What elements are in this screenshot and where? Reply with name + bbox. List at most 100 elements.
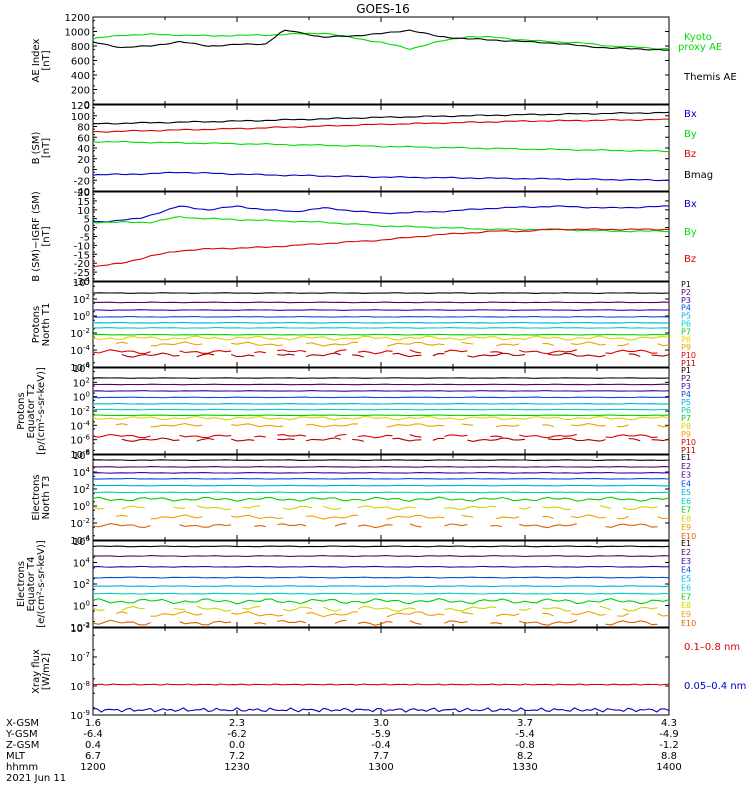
- y-axis-label: AE Index[nT]: [31, 38, 52, 82]
- legend-p2: P2: [681, 374, 691, 383]
- series-line: [92, 459, 670, 461]
- y-tick-label: 400: [71, 71, 90, 82]
- series-line: [92, 555, 670, 558]
- series-line: [92, 140, 669, 153]
- series-line: [121, 352, 670, 358]
- y-tick-label: 106: [73, 449, 91, 462]
- x-axis-value: 3.0: [373, 718, 389, 729]
- legend-p10: P10: [681, 351, 696, 360]
- y-tick-label: 102: [73, 376, 90, 389]
- legend-item: Bx: [684, 199, 697, 210]
- y-tick-label: 600: [71, 57, 90, 68]
- y-axis-label: B (SM)−IGRF (SM)[nT]: [31, 191, 52, 282]
- legend-item: 0.05–0.4 nm: [684, 681, 746, 692]
- x-axis-value: 1330: [512, 762, 537, 773]
- legend-e8: E8: [681, 514, 691, 523]
- series-line: [92, 292, 670, 294]
- series-line: [92, 471, 670, 474]
- series-line: [93, 524, 669, 528]
- y-tick-label: 10-2: [70, 621, 90, 634]
- panel-frame: [92, 191, 670, 282]
- legend-e9: E9: [681, 610, 691, 619]
- x-axis-row-label: Z-GSM: [6, 740, 39, 751]
- x-axis-value: 1200: [80, 762, 105, 773]
- legend-p9: P9: [681, 343, 691, 352]
- y-tick-label: 120: [71, 101, 90, 112]
- legend-e2: E2: [681, 548, 691, 557]
- legend-e4: E4: [681, 566, 691, 575]
- y-tick-label: 0: [84, 100, 90, 111]
- x-axis-value: 0.4: [85, 740, 101, 751]
- legend-p5: P5: [681, 398, 691, 407]
- legend-p6: P6: [681, 406, 691, 415]
- y-tick-label: -40: [74, 187, 90, 198]
- series-line: [92, 118, 670, 133]
- series-line: [93, 683, 670, 686]
- y-tick-label: 40: [77, 144, 90, 155]
- series-line: [121, 437, 670, 442]
- x-axis-value: 8.8: [661, 751, 677, 762]
- series-line: [92, 327, 670, 329]
- y-tick-label: 0: [84, 224, 90, 235]
- series-line: [92, 576, 670, 579]
- x-axis-value: 1300: [368, 762, 393, 773]
- y-tick-label: 60: [77, 133, 90, 144]
- panel-xray: 10-3 10-7 10-8 10-9 Xray flux[W/m2] 0.1–0.8 n…: [31, 622, 746, 722]
- series-line: [92, 29, 670, 51]
- legend-p3: P3: [681, 382, 691, 391]
- series-line: [92, 598, 670, 605]
- series-line: [92, 383, 670, 386]
- y-tick-label: 10-7: [70, 651, 90, 664]
- y-axis-label: ProtonsEquator T2[p/(cm²-s-sr-keV)]: [16, 367, 47, 455]
- legend-e6: E6: [681, 583, 691, 592]
- y-axis-label: ElectronsEquator T4[e/(cm²-s-sr-keV)]: [16, 540, 47, 628]
- y-tick-label: -20: [74, 259, 90, 270]
- series-line: [92, 414, 670, 417]
- x-axis-value: 1400: [656, 762, 681, 773]
- x-axis-value: -6.2: [227, 729, 247, 740]
- y-tick-label: -20: [74, 176, 90, 187]
- y-tick-label: 20: [77, 155, 90, 166]
- y-tick-label: 10-8: [70, 448, 90, 461]
- y-tick-label: -25: [74, 268, 90, 279]
- legend-p3: P3: [681, 296, 691, 305]
- panel-frame: [92, 16, 670, 105]
- legend-e1: E1: [681, 539, 691, 548]
- y-tick-label: 100: [73, 310, 90, 323]
- legend-e4: E4: [681, 479, 691, 488]
- x-axis-value: 7.2: [229, 751, 245, 762]
- y-tick-label: 200: [71, 86, 90, 97]
- series-line: [92, 111, 670, 125]
- x-axis-value: -5.4: [515, 729, 535, 740]
- series-line: [92, 466, 670, 468]
- legend-item: Bmag: [684, 170, 713, 181]
- y-tick-label: 1200: [65, 13, 90, 24]
- series-line: [92, 32, 670, 50]
- x-axis-row-label: 2021 Jun 11: [6, 773, 66, 784]
- series-line: [92, 315, 670, 318]
- legend-p9: P9: [681, 430, 691, 439]
- y-tick-label: 100: [73, 500, 90, 513]
- y-tick-label: 102: [73, 293, 90, 306]
- series-line: [92, 403, 670, 405]
- y-axis-label: ProtonsNorth T1: [31, 303, 52, 347]
- series-line: [115, 341, 670, 347]
- y-tick-label: 104: [73, 362, 91, 375]
- legend-e6: E6: [681, 497, 691, 506]
- panel-frame: [92, 627, 670, 716]
- x-axis-value: 4.3: [661, 718, 677, 729]
- legend-p11: P11: [681, 359, 696, 368]
- legend-p4: P4: [681, 390, 691, 399]
- y-axis-label: ElectronsNorth T3: [31, 474, 52, 520]
- x-axis-value: -1.2: [659, 740, 679, 751]
- legend-e3: E3: [681, 471, 691, 480]
- series-line: [93, 434, 669, 437]
- y-tick-label: 102: [73, 483, 90, 496]
- x-axis-value: -0.4: [371, 740, 391, 751]
- series-line: [92, 491, 670, 494]
- x-axis-row-label: X-GSM: [6, 718, 39, 729]
- y-tick-label: 102: [73, 578, 90, 591]
- y-tick-label: 10-2: [70, 517, 90, 530]
- panel-frame: [92, 367, 670, 455]
- legend-item: Bx: [684, 109, 697, 120]
